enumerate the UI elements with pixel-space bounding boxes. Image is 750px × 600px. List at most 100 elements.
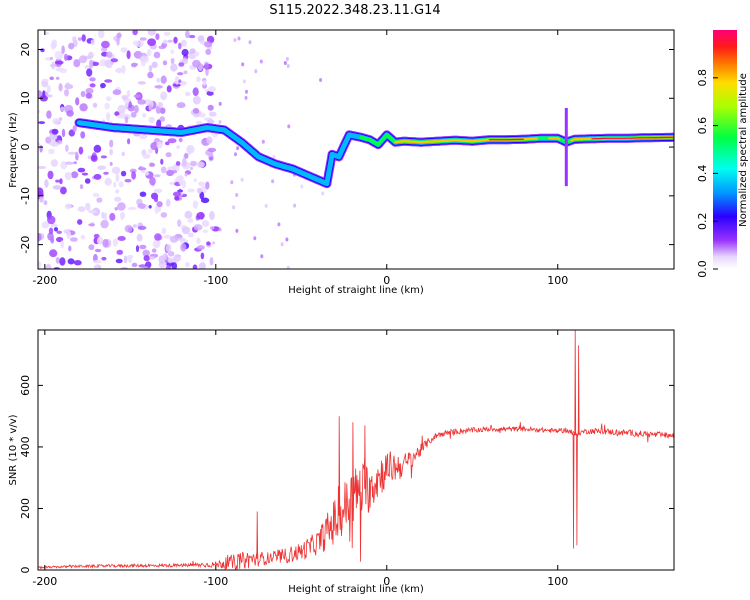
noise-blob	[106, 51, 113, 58]
noise-blob	[116, 115, 125, 119]
noise-blob	[100, 82, 106, 89]
noise-blob	[120, 170, 127, 177]
noise-blob	[207, 147, 217, 153]
noise-blob	[56, 76, 60, 80]
noise-blob	[163, 234, 172, 239]
noise-blob	[63, 53, 68, 61]
noise-blob	[183, 70, 188, 75]
noise-blob	[75, 97, 80, 106]
noise-blob	[127, 206, 137, 211]
noise-blob	[132, 30, 138, 36]
snr-plot-area	[38, 330, 674, 570]
noise-blob	[209, 211, 215, 220]
noise-blob	[196, 161, 205, 168]
y-tick-label: 10	[19, 91, 32, 105]
noise-blob	[149, 256, 156, 260]
y-tick-label: 200	[19, 498, 32, 519]
snr-y-axis-label: SNR (10 * v/v)	[8, 414, 19, 485]
noise-blob	[46, 110, 52, 119]
x-tick-label: 100	[547, 274, 568, 287]
noise-blob	[201, 220, 210, 227]
noise-blob	[148, 205, 152, 209]
noise-blob	[119, 212, 126, 219]
noise-blob	[319, 78, 323, 82]
noise-blob	[138, 133, 148, 140]
noise-blob	[172, 83, 181, 87]
noise-blob	[152, 239, 161, 249]
noise-blob	[66, 110, 74, 117]
noise-blob	[77, 219, 83, 225]
noise-blob	[233, 38, 237, 42]
x-tick-label: -100	[203, 575, 228, 588]
noise-blob	[61, 128, 66, 138]
noise-blob	[109, 148, 114, 156]
noise-blob	[159, 116, 165, 122]
noise-blob	[64, 172, 72, 180]
noise-blob	[253, 236, 257, 241]
noise-blob	[121, 151, 125, 157]
noise-blob	[177, 237, 186, 242]
noise-blob	[106, 112, 111, 121]
noise-blob	[105, 59, 113, 69]
noise-blob	[248, 40, 252, 45]
noise-blob	[121, 64, 126, 74]
noise-blob	[39, 195, 44, 203]
noise-blob	[150, 142, 159, 151]
noise-blob	[101, 40, 110, 49]
noise-blob	[102, 238, 109, 248]
noise-blob	[143, 255, 150, 262]
y-tick-label: 0	[19, 567, 32, 574]
noise-blob	[50, 223, 59, 228]
noise-blob	[184, 262, 190, 268]
noise-blob	[172, 191, 182, 197]
noise-blob	[77, 167, 86, 173]
y-tick-label: -20	[19, 236, 32, 254]
noise-blob	[147, 38, 157, 46]
noise-blob	[64, 161, 74, 165]
noise-blob	[187, 232, 194, 238]
noise-blob	[186, 144, 195, 154]
noise-blob	[92, 192, 100, 198]
noise-blob	[285, 237, 289, 242]
colorbar-tick-label: 0.2	[696, 212, 709, 230]
noise-blob	[93, 233, 100, 239]
noise-blob	[160, 166, 167, 174]
noise-blob	[199, 112, 206, 118]
noise-blob	[139, 191, 147, 197]
noise-blob	[64, 203, 72, 210]
noise-blob	[159, 107, 166, 114]
colorbar-tick-label: 0.0	[696, 260, 709, 278]
noise-blob	[180, 39, 187, 47]
noise-blob	[58, 83, 63, 92]
noise-blob	[90, 39, 95, 46]
noise-blob	[198, 262, 206, 269]
noise-blob	[116, 32, 122, 39]
colorbar-ticks: 0.0 0.2 0.4 0.6 0.8	[696, 69, 718, 278]
noise-blob	[134, 105, 139, 114]
x-tick-label: 0	[383, 274, 390, 287]
noise-blob	[167, 39, 173, 43]
noise-blob	[126, 255, 134, 259]
noise-blob	[149, 176, 156, 186]
noise-blob	[38, 90, 42, 98]
noise-blob	[182, 157, 187, 167]
noise-blob	[100, 155, 107, 159]
noise-blob	[47, 170, 54, 180]
noise-blob	[109, 161, 113, 166]
noise-blob	[189, 48, 196, 54]
noise-blob	[115, 189, 120, 194]
noise-blob	[45, 136, 52, 144]
noise-blob	[207, 104, 214, 111]
noise-blob	[178, 79, 182, 83]
noise-blob	[96, 236, 104, 245]
colorbar-tick-label: 0.4	[696, 165, 709, 183]
noise-blob	[181, 48, 189, 57]
noise-blob	[85, 92, 93, 99]
noise-blob	[117, 236, 126, 241]
colorbar-tick-label: 0.6	[696, 117, 709, 135]
noise-blob	[209, 156, 214, 161]
noise-blob	[184, 210, 193, 219]
noise-blob	[101, 211, 105, 219]
noise-blob	[232, 205, 236, 210]
